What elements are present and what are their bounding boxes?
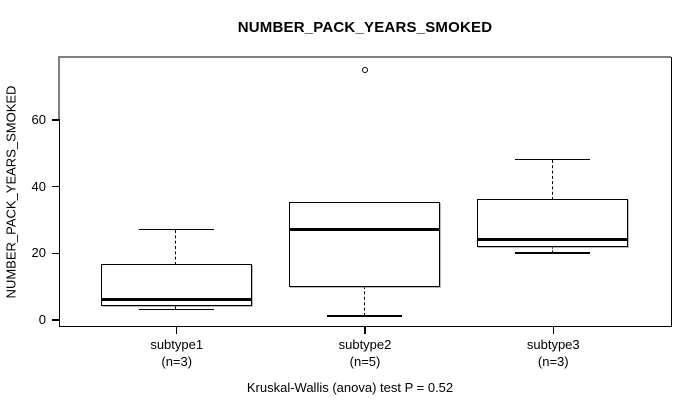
group-name: subtype2 [338,337,392,352]
y-tick [51,119,60,121]
upper-whisker-line [175,229,177,265]
group-n: (n=5) [349,353,381,369]
plot-area [58,56,672,327]
plot-frame-top-edge [58,56,671,58]
group-n: (n=3) [537,353,569,369]
plot-frame-left-edge [58,56,60,120]
x-tick-label: subtype2 (n=5) [285,337,445,370]
median-line [100,297,252,302]
lower-whisker-line [363,286,365,317]
x-tick [552,326,555,334]
y-tick [51,252,60,255]
median-line [289,227,440,232]
y-tick-label: 20 [31,245,46,261]
group-name: subtype1 [150,337,204,352]
upper-whisker-line [552,159,554,200]
upper-whisker-cap [138,228,214,231]
y-tick-label: 0 [38,312,46,327]
chart-title: NUMBER_PACK_YEARS_SMOKED [237,19,493,36]
y-tick-label: 60 [31,112,46,127]
stat-test-caption: Kruskal-Wallis (anova) test P = 0.52 [246,380,454,395]
y-tick [51,319,60,321]
x-tick-label: subtype3 (n=3) [473,337,633,370]
median-line [477,237,629,242]
lower-whisker-line [552,246,554,253]
lower-whisker-line [175,304,177,310]
upper-whisker-cap [515,158,591,161]
x-tick-label: subtype1 (n=3) [97,337,257,370]
lower-whisker-cap [515,252,591,254]
outlier-point [361,66,368,73]
box-subtype2 [289,201,440,288]
y-tick-label: 40 [31,178,46,194]
lower-whisker-cap [138,308,214,311]
lower-whisker-cap [326,315,403,317]
group-n: (n=3) [161,353,193,369]
y-tick [51,185,60,188]
x-tick [175,326,178,334]
x-tick [364,326,366,334]
group-name: subtype3 [526,337,580,352]
